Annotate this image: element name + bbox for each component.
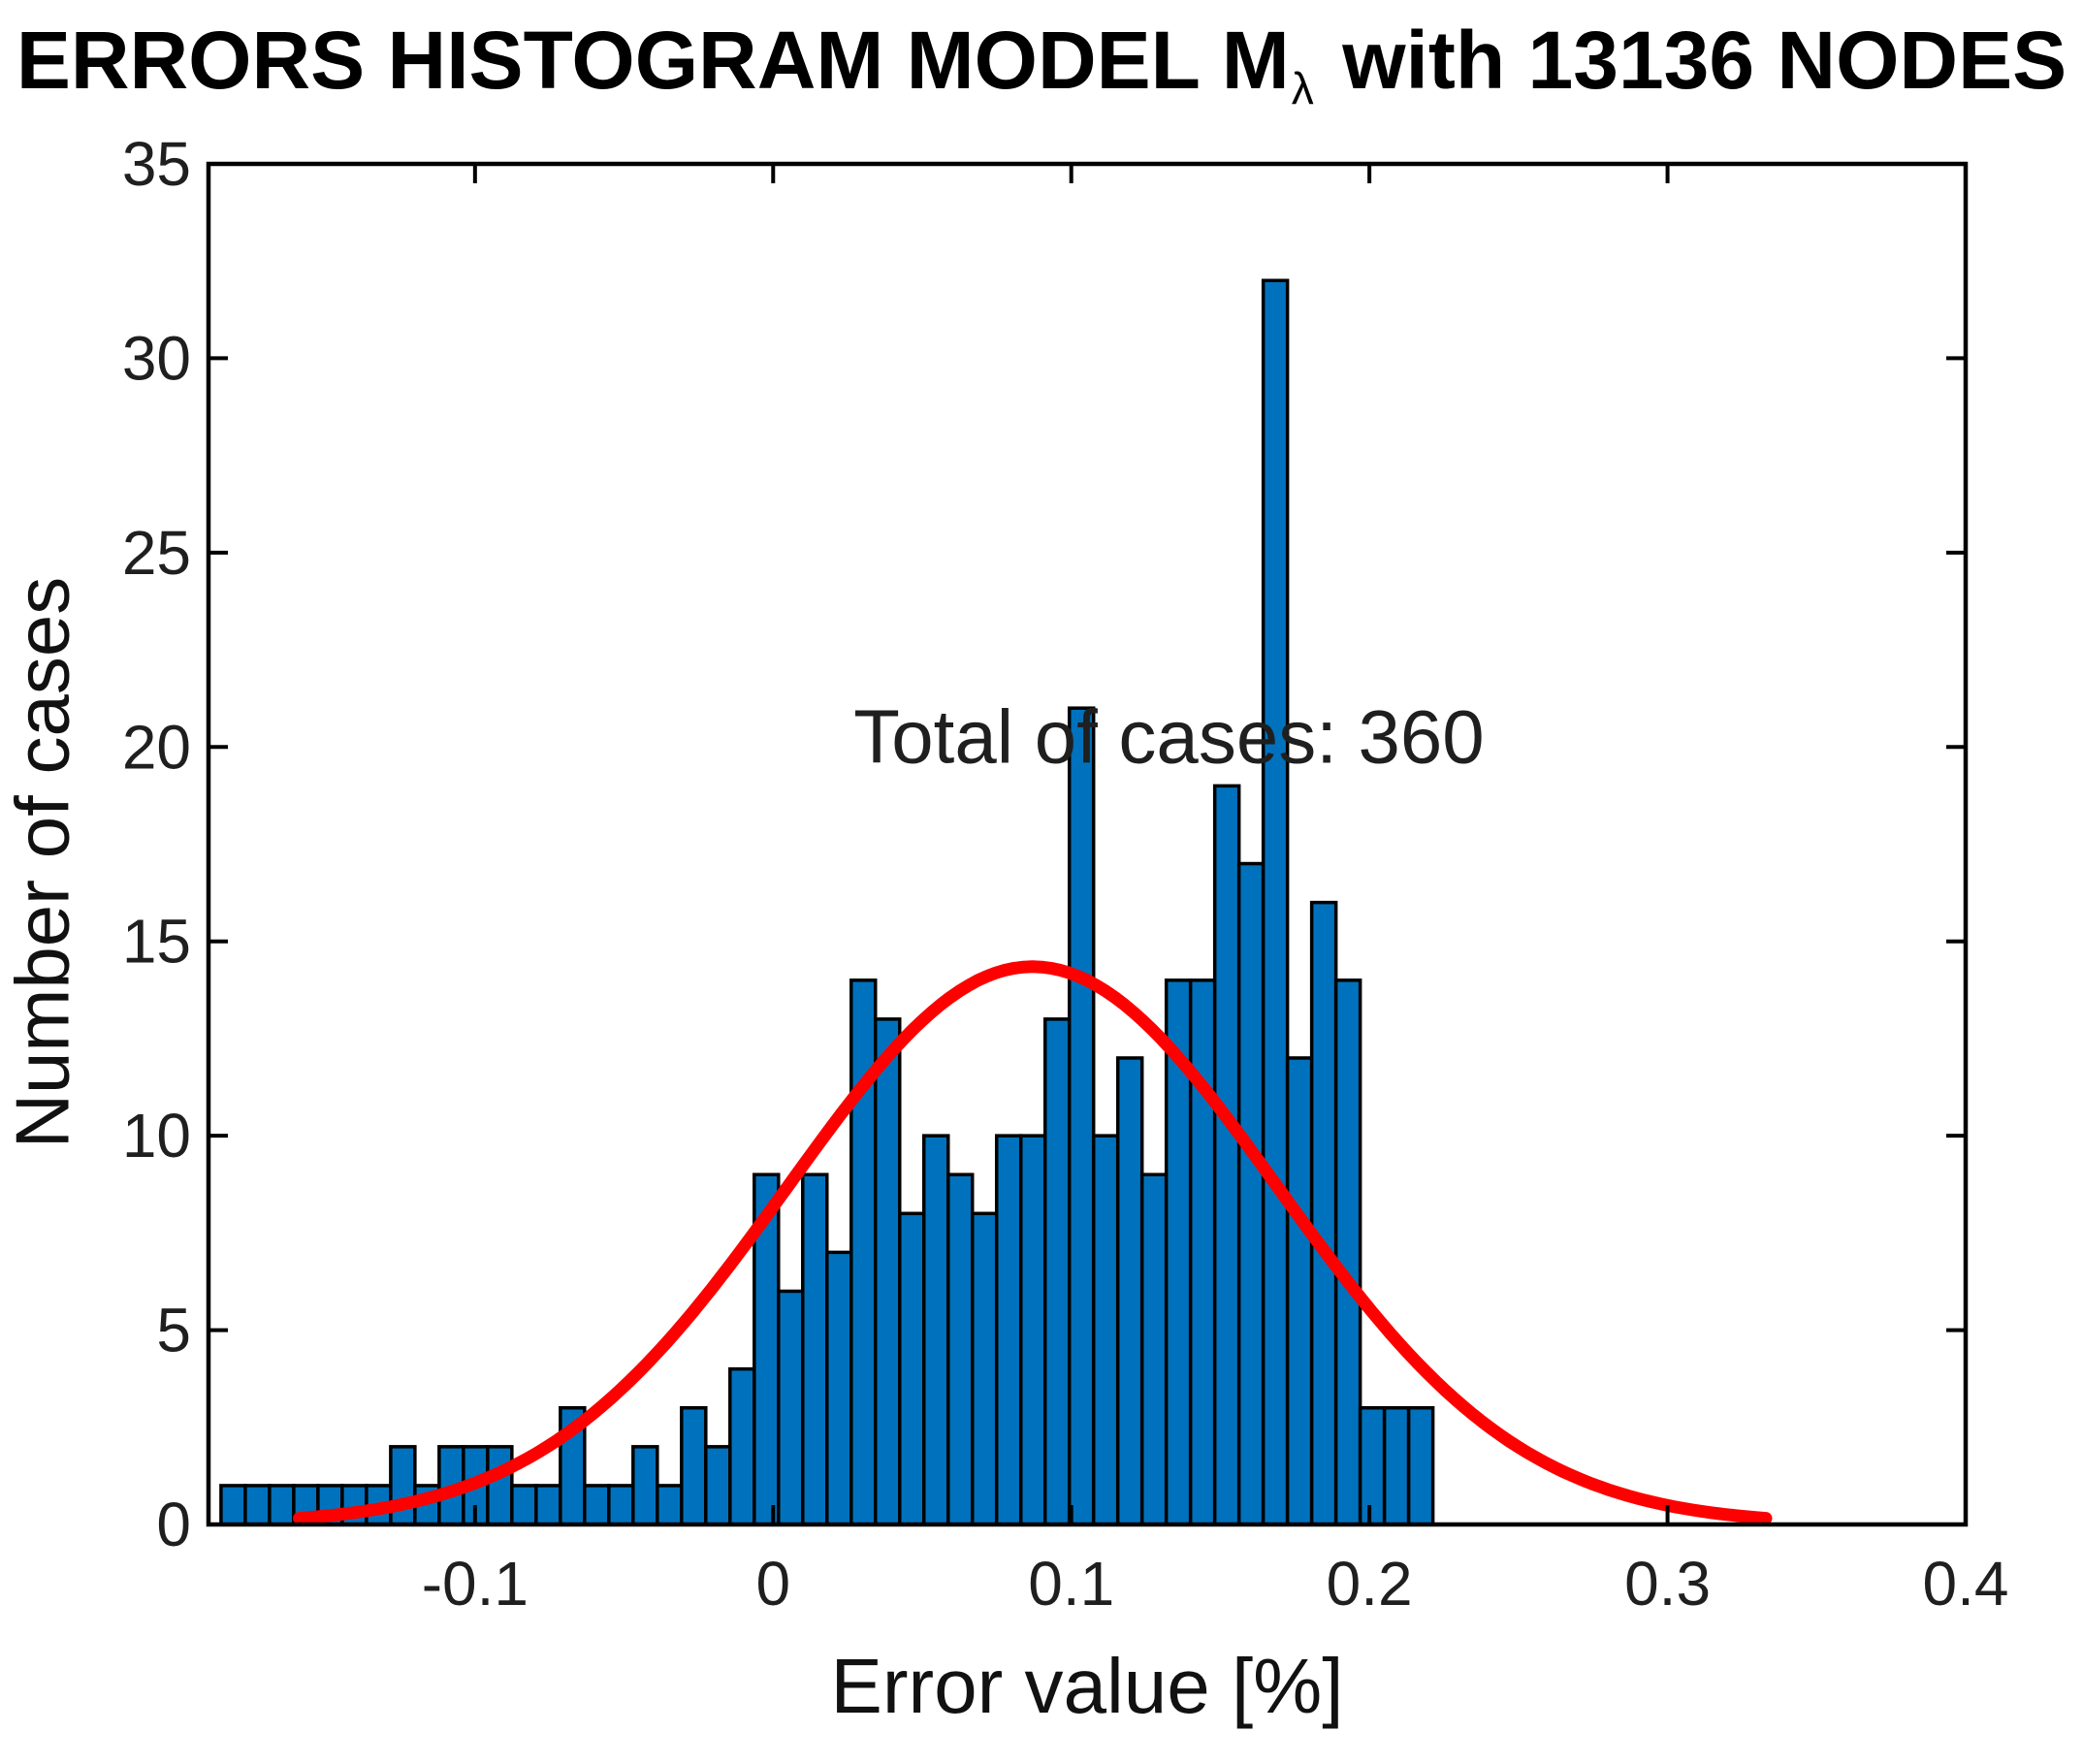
histogram-bar (243, 1484, 272, 1526)
histogram-bar (777, 1289, 805, 1526)
histogram-bar (1139, 1172, 1169, 1526)
histogram-bar (1212, 784, 1241, 1526)
chart-title-subscript: λ (1291, 63, 1314, 114)
y-tick-label: 5 (156, 1296, 191, 1365)
y-tick-label: 35 (122, 129, 191, 199)
histogram-bar (1188, 978, 1217, 1526)
chart-title-main: ERRORS HISTOGRAM MODEL M (16, 15, 1290, 106)
histogram-bar (801, 1172, 829, 1526)
histogram-bar (1018, 1134, 1047, 1526)
plot-border (206, 161, 1969, 1527)
y-tick-label: 30 (122, 323, 191, 393)
histogram-bar (268, 1484, 296, 1526)
histogram-bar (389, 1445, 417, 1526)
histogram-bar (1261, 278, 1290, 1526)
y-tick-label: 0 (156, 1490, 191, 1559)
histogram-bar (728, 1366, 756, 1526)
x-tick-label: 0.4 (1923, 1549, 2009, 1619)
y-tick-label: 20 (122, 712, 191, 782)
histogram-bar (1236, 861, 1266, 1526)
x-tick-label: 0.3 (1624, 1549, 1711, 1619)
histogram-bar (825, 1250, 853, 1526)
histogram-bar (1358, 1405, 1387, 1526)
histogram-bar (486, 1445, 514, 1526)
histogram-bar (1115, 1056, 1144, 1526)
histogram-bar (897, 1211, 926, 1526)
y-tick-label: 10 (122, 1101, 191, 1171)
histogram-bar (1382, 1405, 1411, 1526)
histogram-bar (1309, 900, 1338, 1526)
histogram-bar (680, 1405, 708, 1526)
histogram-bar (970, 1211, 999, 1526)
x-axis-title: Error value [%] (830, 1643, 1344, 1729)
histogram-bar (656, 1484, 684, 1526)
histogram-bar (219, 1484, 247, 1526)
normal-fit-curve (293, 960, 1773, 1525)
histogram-bar (945, 1172, 975, 1526)
x-tick-label: 0.1 (1028, 1549, 1114, 1619)
x-tick-label: 0.2 (1327, 1549, 1413, 1619)
histogram-bar (583, 1484, 611, 1526)
histogram-bar (994, 1134, 1023, 1526)
y-tick-label: 15 (122, 907, 191, 977)
histogram-bar (510, 1484, 538, 1526)
histogram-bar (1091, 1134, 1120, 1526)
y-tick-label: 25 (122, 518, 191, 588)
chart-title: ERRORS HISTOGRAM MODEL Mλ with 13136 NOD… (0, 14, 2083, 114)
histogram-bar (704, 1445, 732, 1526)
histogram-bar (921, 1134, 950, 1526)
histogram-bar (1164, 978, 1193, 1526)
histogram-bar (631, 1445, 659, 1526)
histogram-bar (1406, 1405, 1435, 1526)
histogram-bar (607, 1484, 635, 1526)
x-tick-label: -0.1 (422, 1549, 529, 1619)
histogram-bar (1042, 1017, 1072, 1526)
x-tick-label: 0 (755, 1549, 790, 1619)
histogram-bar (1067, 706, 1096, 1526)
chart-title-suffix: with 13136 NODES (1319, 15, 2067, 106)
histogram-bar (849, 978, 878, 1526)
histogram-bar (874, 1017, 902, 1526)
histogram-bar (534, 1484, 562, 1526)
histogram-bar (1333, 978, 1362, 1526)
total-cases-annotation: Total of cases: 360 (853, 693, 1484, 779)
histogram-bar (1285, 1056, 1314, 1526)
